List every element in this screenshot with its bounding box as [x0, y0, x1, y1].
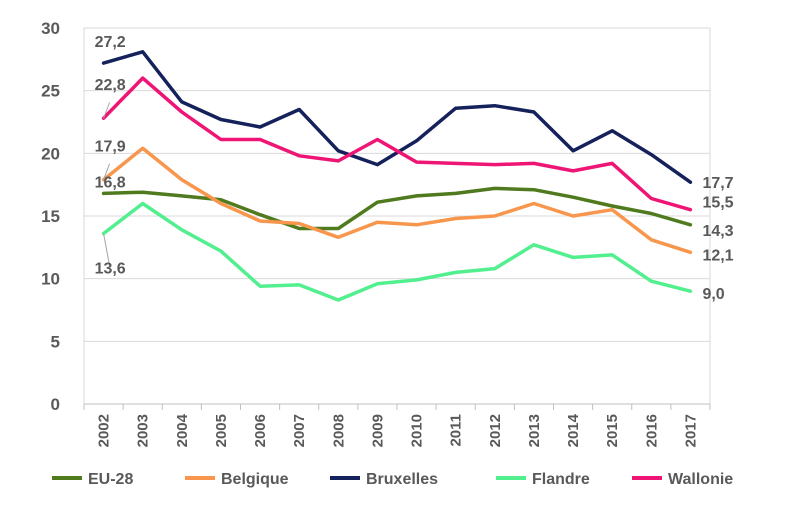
y-tick-label: 10: [41, 270, 60, 289]
y-tick-label: 0: [51, 395, 60, 414]
x-tick-label: 2010: [409, 414, 426, 447]
legend-label: Flandre: [532, 471, 590, 488]
series-line-belgique: [101, 146, 693, 255]
x-tick-label: 2009: [369, 414, 386, 447]
x-tick-label: 2007: [291, 414, 308, 447]
series-line-flandre: [101, 201, 693, 302]
x-tick-label: 2012: [487, 414, 504, 447]
leader-line: [103, 163, 111, 180]
x-tick-label: 2017: [682, 414, 699, 447]
y-tick-label: 25: [41, 82, 60, 101]
legend-label: Bruxelles: [366, 471, 438, 488]
legend-label: EU-28: [88, 471, 133, 488]
series-line-wallonie: [101, 76, 693, 212]
grid-layer: [83, 27, 711, 405]
data-label-end: 17,7: [702, 175, 733, 192]
label-layer: 16,8 14,3 17,9 12,1 27,2 17,7 13,6 9,0 22,8 15,5: [95, 34, 734, 303]
x-tick-label: 2015: [604, 414, 621, 447]
x-tick-label: 2014: [565, 413, 582, 447]
data-label-start: 17,9: [95, 139, 126, 156]
legend: EU-28 Belgique Bruxelles Flandre Wallonie: [52, 471, 733, 488]
axis-layer: 0 5 10 15 20 25 30 2002 2003 2004 2005 2006 2007 2008…: [41, 19, 711, 447]
x-tick-label: 2013: [526, 414, 543, 447]
y-tick-label: 15: [41, 207, 60, 226]
x-tick-label: 2005: [213, 414, 230, 447]
x-tick-label: 2002: [96, 414, 113, 447]
data-label-end: 9,0: [702, 286, 724, 303]
data-label-end: 12,1: [702, 247, 733, 264]
data-label-start: 22,8: [95, 77, 126, 94]
series-line-eu-28: [101, 186, 693, 231]
data-label-start: 13,6: [95, 261, 126, 278]
x-tick-label: 2003: [135, 414, 152, 447]
data-label-start: 27,2: [95, 34, 126, 51]
legend-label: Wallonie: [668, 471, 733, 488]
x-tick-label: 2016: [643, 414, 660, 447]
y-tick-label: 20: [41, 144, 60, 163]
legend-label: Belgique: [221, 471, 289, 488]
x-tick-label: 2006: [252, 414, 269, 447]
y-tick-label: 30: [41, 19, 60, 38]
x-tick-label: 2008: [330, 414, 347, 447]
y-tick-label: 5: [51, 332, 60, 351]
data-label-start: 16,8: [95, 174, 126, 191]
x-tick-label: 2004: [174, 413, 191, 447]
data-label-end: 15,5: [702, 195, 733, 212]
x-tick-label: 2011: [448, 414, 465, 447]
data-label-end: 14,3: [702, 223, 733, 240]
series-layer: [101, 50, 693, 302]
leader-line: [103, 233, 111, 266]
leader-line: [103, 102, 111, 119]
